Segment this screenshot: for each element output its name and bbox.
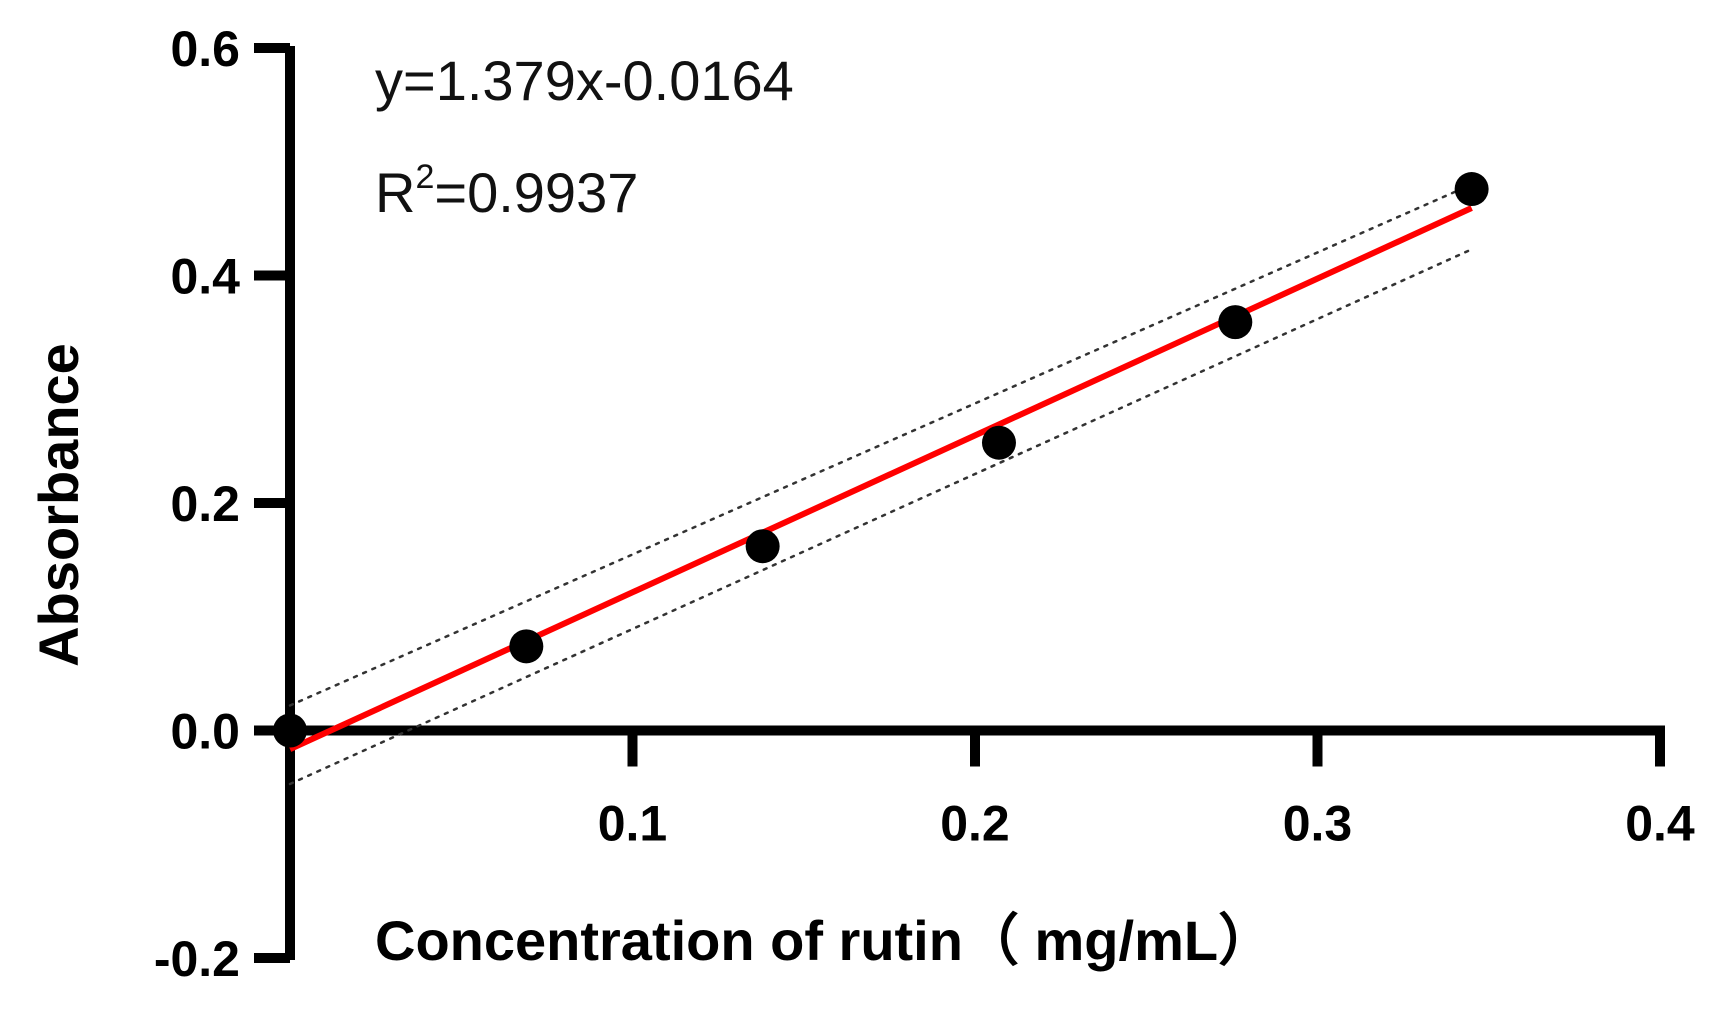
axes [254, 43, 1665, 963]
y-axis-title: Absorbance [27, 343, 90, 667]
x-tick-label: 0.2 [940, 796, 1010, 852]
r-squared-superscript: 2 [415, 158, 434, 196]
tick-labels: -0.2 0.0 0.2 0.4 0.6 0.1 0.2 0.3 0.4 [154, 21, 1695, 987]
r-squared-prefix: R [375, 161, 415, 224]
regression-line [288, 205, 1473, 752]
data-point [981, 425, 1016, 460]
x-tick-label: 0.3 [1283, 796, 1353, 852]
regression-fit [288, 205, 1473, 752]
confidence-band [288, 183, 1473, 786]
y-tick-label: -0.2 [154, 931, 240, 987]
x-axis-title: Concentration of rutin（ mg/mL） [375, 909, 1274, 972]
data-point [745, 529, 780, 564]
x-tick-label: 0.4 [1625, 796, 1695, 852]
data-points [273, 172, 1489, 748]
x-tick-label: 0.1 [598, 796, 668, 852]
r-squared-label: R2=0.9937 [375, 158, 638, 224]
data-point [273, 713, 307, 748]
data-point [1218, 305, 1253, 340]
regression-equation: y=1.379x-0.0164 [375, 49, 794, 112]
y-tick-label: 0.6 [170, 21, 240, 77]
y-tick-label: 0.2 [170, 476, 240, 532]
data-point [509, 629, 544, 664]
y-tick-label: 0.4 [170, 249, 240, 305]
data-point [1454, 172, 1489, 207]
confidence-band-upper [288, 183, 1473, 707]
confidence-band-lower [288, 248, 1473, 786]
r-squared-value: =0.9937 [434, 161, 638, 224]
y-tick-label: 0.0 [170, 704, 240, 760]
